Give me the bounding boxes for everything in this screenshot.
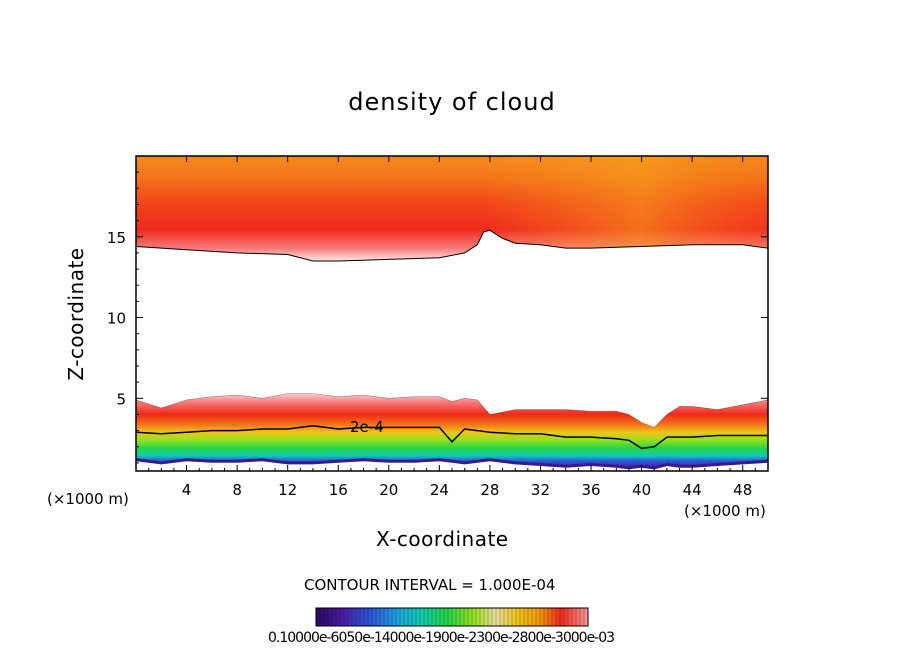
y-tick-label: 15: [107, 229, 126, 247]
upper-cloud-contour: [136, 229, 768, 262]
x-axis: 4 8 12 16 20 24 28 32 36 40 44 48: [148, 156, 756, 499]
upper-cloud-shading: [136, 156, 768, 261]
x-unit-label-right: (×1000 m): [684, 502, 766, 520]
x-tick-label: 4: [182, 481, 192, 499]
x-tick-label: 36: [581, 481, 600, 499]
colorbar-labels: 0.10000e-6050e-14000e-1900e-2300e-2800e-…: [268, 630, 615, 646]
y-axis: 5 10 15: [107, 171, 768, 464]
x-tick-label: 16: [329, 481, 348, 499]
x-unit-label-left: (×1000 m): [47, 490, 129, 508]
y-tick-label: 5: [116, 390, 126, 408]
x-tick-label: 28: [480, 481, 499, 499]
y-axis-title: Z-coordinate: [64, 247, 88, 381]
x-tick-label: 44: [683, 481, 702, 499]
x-tick-label: 20: [379, 481, 398, 499]
lower-cloud-base: [136, 458, 768, 470]
x-tick-label: 8: [232, 481, 242, 499]
x-tick-label: 40: [632, 481, 651, 499]
x-axis-title: X-coordinate: [376, 527, 509, 551]
x-tick-label: 12: [278, 481, 297, 499]
lower-cloud-layer: [136, 393, 768, 468]
x-tick-label: 24: [430, 481, 449, 499]
contour-interval-text: CONTOUR INTERVAL = 1.000E-04: [304, 576, 556, 594]
x-tick-label: 32: [531, 481, 550, 499]
contour-label: 2e-4: [350, 418, 384, 436]
chart-title: density of cloud: [348, 88, 556, 116]
x-tick-label: 48: [733, 481, 752, 499]
y-tick-label: 10: [107, 310, 126, 328]
lower-cloud-edge: [136, 393, 768, 428]
contour-2e-4-line: [136, 425, 768, 450]
colorbar-stripes: [319, 608, 585, 626]
